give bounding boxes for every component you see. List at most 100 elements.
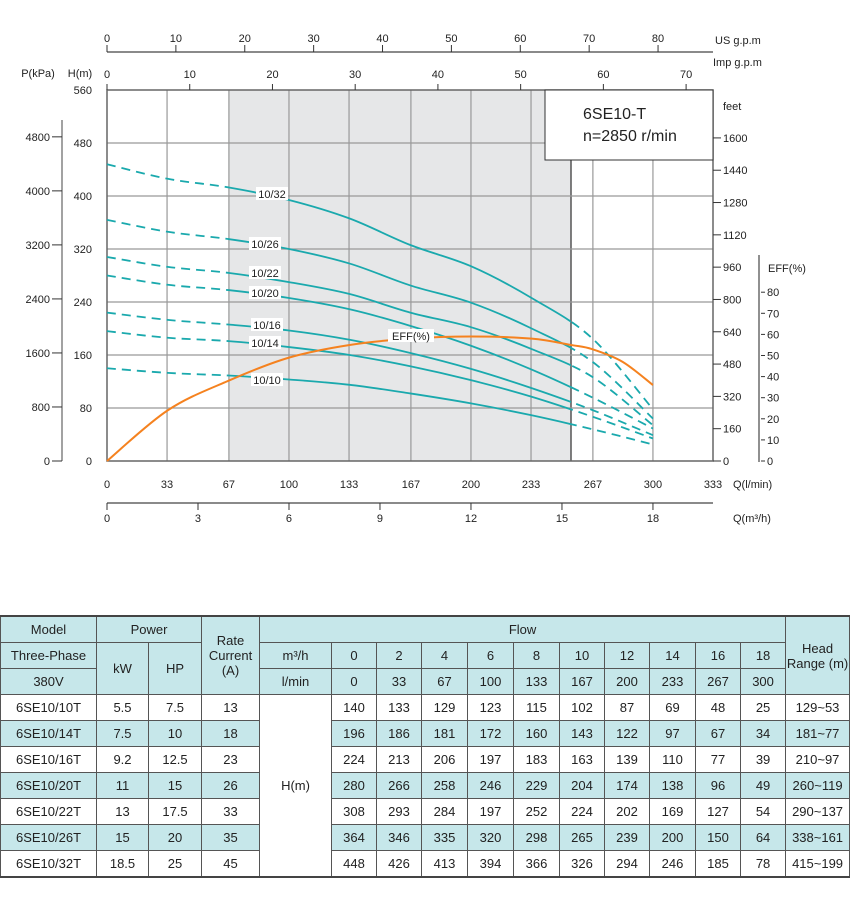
header-head-range: Head Range (m) xyxy=(785,615,850,695)
head-value-cell: 200 xyxy=(649,824,697,851)
head-value-cell: 123 xyxy=(467,694,515,721)
head-value-cell: 294 xyxy=(604,850,651,878)
head-range-cell: 338~161 xyxy=(785,824,850,851)
us-gpm-tick-label: 0 xyxy=(104,33,110,45)
head-value-cell: 293 xyxy=(376,798,423,825)
imp-gpm-tick-label: 10 xyxy=(184,69,196,81)
curve-label-bg xyxy=(249,336,281,349)
head-value-cell: 206 xyxy=(421,746,469,773)
head-curve-dashed-high xyxy=(571,320,654,410)
head-tick-label: 480 xyxy=(74,138,92,150)
head-curve-10-10 xyxy=(228,374,571,426)
lmin-tick-label: 133 xyxy=(340,479,358,491)
imp-gpm-tick-label: 60 xyxy=(597,69,609,81)
head-curve-dashed-low xyxy=(106,274,228,291)
table-row: 6SE10/26T 15 20 35 364 346 335 320 298 265 239 200 1… xyxy=(0,824,850,851)
feet-tick-label: 320 xyxy=(723,391,741,403)
current-cell: 45 xyxy=(201,850,261,878)
header-m3h: m³/h xyxy=(259,642,333,669)
head-value-cell: 97 xyxy=(649,720,697,747)
head-value-cell: 258 xyxy=(421,772,469,799)
us-gpm-tick-label: 80 xyxy=(652,33,664,45)
flow-m3h-value: 12 xyxy=(604,642,651,669)
head-value-cell: 67 xyxy=(695,720,742,747)
feet-tick-label: 1440 xyxy=(723,165,747,177)
us-gpm-axis-label: US g.p.m xyxy=(715,35,761,47)
feet-tick-label: 1280 xyxy=(723,198,747,210)
current-cell: 33 xyxy=(201,798,261,825)
eff-tick-label: 50 xyxy=(767,351,779,363)
curve-label-bg xyxy=(249,237,281,250)
head-value-cell: 69 xyxy=(649,694,697,721)
head-value-cell: 34 xyxy=(740,720,787,747)
head-value-cell: 308 xyxy=(331,798,378,825)
imp-gpm-tick-label: 20 xyxy=(266,69,278,81)
head-value-cell: 102 xyxy=(559,694,606,721)
head-value-cell: 413 xyxy=(421,850,469,878)
head-value-cell: 122 xyxy=(604,720,651,747)
head-value-cell: 110 xyxy=(649,746,697,773)
head-curve-dashed-low xyxy=(106,311,228,326)
pressure-tick-label: 4000 xyxy=(26,186,50,198)
model-cell: 6SE10/14T xyxy=(0,720,97,747)
head-value-cell: 448 xyxy=(331,850,378,878)
recommended-range-shade xyxy=(228,90,572,461)
us-gpm-tick-label: 70 xyxy=(583,33,595,45)
flow-lmin-value: 200 xyxy=(604,668,651,695)
table-row: 6SE10/20T 11 15 26 280 266 258 246 229 204 174 138 9… xyxy=(0,772,850,799)
head-value-cell: 129 xyxy=(421,694,469,721)
head-value-cell: 54 xyxy=(740,798,787,825)
performance-chart: 0 10 20 30 40 50 60 70 80 US g.p.m0 10 20 30 40 50 60 70… xyxy=(21,33,806,525)
hp-cell: 15 xyxy=(147,772,203,799)
head-value-cell: 163 xyxy=(559,746,606,773)
head-value-cell: 335 xyxy=(421,824,469,851)
m3h-tick-label: 6 xyxy=(286,513,292,525)
kw-cell: 5.5 xyxy=(96,694,149,721)
head-range-cell: 181~77 xyxy=(785,720,850,747)
imp-gpm-tick-label: 50 xyxy=(515,69,527,81)
hp-cell: 17.5 xyxy=(147,798,203,825)
imp-gpm-axis-label: Imp g.p.m xyxy=(713,57,762,69)
us-gpm-tick-label: 10 xyxy=(170,33,182,45)
head-value-cell: 140 xyxy=(331,694,378,721)
m3h-tick-label: 3 xyxy=(195,513,201,525)
head-curve-dashed-low xyxy=(106,218,228,240)
m3h-axis-label: Q(m³/h) xyxy=(733,513,771,525)
hp-cell: 7.5 xyxy=(147,694,203,721)
current-cell: 13 xyxy=(201,694,261,721)
head-value-cell: 64 xyxy=(740,824,787,851)
head-tick-label: 160 xyxy=(74,350,92,362)
head-value-cell: 138 xyxy=(649,772,697,799)
flow-m3h-value: 0 xyxy=(331,642,378,669)
flow-m3h-value: 16 xyxy=(695,642,742,669)
flow-lmin-value: 67 xyxy=(421,668,469,695)
head-value-cell: 265 xyxy=(559,824,606,851)
head-value-cell: 150 xyxy=(695,824,742,851)
us-gpm-tick-label: 30 xyxy=(308,33,320,45)
head-tick-label: 560 xyxy=(74,85,92,97)
flow-lmin-value: 133 xyxy=(513,668,561,695)
head-value-cell: 280 xyxy=(331,772,378,799)
pressure-axis-label: P(kPa) xyxy=(21,68,55,80)
head-value-cell: 213 xyxy=(376,746,423,773)
head-value-cell: 183 xyxy=(513,746,561,773)
current-cell: 35 xyxy=(201,824,261,851)
curve-label: 10/10 xyxy=(253,375,281,387)
lmin-tick-label: 67 xyxy=(223,479,235,491)
head-range-cell: 290~137 xyxy=(785,798,850,825)
flow-m3h-value: 6 xyxy=(467,642,515,669)
head-tick-label: 400 xyxy=(74,191,92,203)
current-cell: 26 xyxy=(201,772,261,799)
current-cell: 18 xyxy=(201,720,261,747)
header-kw: kW xyxy=(96,642,149,695)
head-value-cell: 298 xyxy=(513,824,561,851)
head-value-cell: 196 xyxy=(331,720,378,747)
us-gpm-tick-label: 50 xyxy=(445,33,457,45)
pressure-tick-label: 800 xyxy=(32,402,50,414)
eff-axis-label: EFF(%) xyxy=(768,263,806,275)
flow-lmin-value: 300 xyxy=(740,668,787,695)
lmin-tick-label: 267 xyxy=(584,479,602,491)
head-value-cell: 25 xyxy=(740,694,787,721)
head-value-cell: 284 xyxy=(421,798,469,825)
m3h-tick-label: 9 xyxy=(377,513,383,525)
